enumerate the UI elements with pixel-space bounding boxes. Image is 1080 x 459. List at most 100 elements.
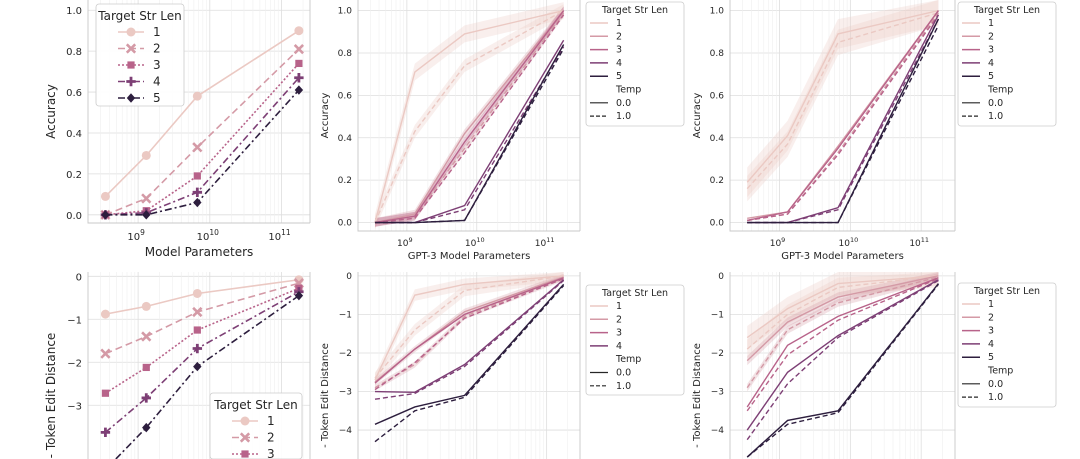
y-tick-label: 1.0 xyxy=(66,6,82,17)
y-tick-label: 1.0 xyxy=(710,7,725,17)
legend-label-3: 3 xyxy=(988,326,994,337)
y-tick-label: 0.8 xyxy=(66,47,82,58)
axes-frame xyxy=(357,0,581,232)
x-axis-label: GPT-3 Model Parameters xyxy=(408,251,531,262)
legend-label-4: 4 xyxy=(153,75,161,89)
data-point-2 xyxy=(141,331,152,342)
axes-frame xyxy=(729,272,956,459)
data-point-5 xyxy=(193,361,202,372)
y-tick-label: 0.0 xyxy=(338,219,353,229)
data-point-3 xyxy=(193,172,201,180)
legend-title: Target Str Len xyxy=(97,9,181,23)
legend-temp-title: Temp xyxy=(615,85,641,96)
legend-title: Target Str Len xyxy=(213,398,297,412)
legend: Target Str Len 1 2 3 4 5 Temp 0.0 1.0 xyxy=(957,282,1057,408)
plot-area xyxy=(100,275,305,459)
y-tick-label: −3 xyxy=(711,388,724,398)
chart-top-right: 0.0 0.2 0.4 0.6 0.8 1.0 109 1010 1011 GPT-3 Model… xyxy=(692,0,1057,262)
series-line-5-temp-0.0 xyxy=(374,283,565,425)
legend-label-2: 2 xyxy=(267,431,275,445)
data-point-4 xyxy=(192,187,203,198)
y-tick-label: 0.4 xyxy=(338,134,353,144)
series-line-3 xyxy=(104,287,300,394)
confidence-band-1 xyxy=(374,4,564,229)
data-point-5 xyxy=(294,85,304,95)
data-point-3 xyxy=(101,389,110,397)
series-line-5-temp-0.0 xyxy=(746,283,939,458)
data-point-5 xyxy=(294,290,304,301)
legend-marker-2 xyxy=(239,432,251,443)
legend-label-4: 4 xyxy=(988,339,994,350)
legend-temp-label: 0.0 xyxy=(616,368,631,379)
legend: Target Str Len 1 2 3 4 5 Temp 0.0 1.0 xyxy=(585,1,685,127)
legend-marker-4 xyxy=(126,76,136,87)
y-tick-label: 0.0 xyxy=(66,211,82,222)
series-line-3 xyxy=(105,62,300,216)
y-tick-label: −3 xyxy=(339,388,352,398)
legend-label-1: 1 xyxy=(988,18,994,29)
legend-temp-label: 0.0 xyxy=(988,98,1003,109)
legend-label-2: 2 xyxy=(616,314,622,325)
legend-label-4: 4 xyxy=(616,58,622,69)
legend-temp-title: Temp xyxy=(615,354,641,365)
plot-area xyxy=(746,0,940,224)
series-line-3-temp-0.0 xyxy=(746,277,939,408)
data-point-5 xyxy=(101,210,110,220)
y-tick-label: −2 xyxy=(67,358,82,369)
series-line-3-temp-0.0 xyxy=(374,277,564,384)
legend-marker-3 xyxy=(127,61,135,69)
plot-area xyxy=(746,272,939,458)
chart-bottom-right: 0 −1 −2 −3 −4 - Token Edit Distance Target Str… xyxy=(692,272,1057,459)
y-tick-label: 1.0 xyxy=(338,7,353,17)
data-point-5 xyxy=(142,422,151,433)
series-line-1-temp-0.0 xyxy=(746,275,939,339)
series-line-5-temp-1.0 xyxy=(374,48,565,224)
x-axis-label: GPT-3 Model Parameters xyxy=(781,251,904,262)
series-line-5-temp-1.0 xyxy=(747,25,940,224)
legend-label-3: 3 xyxy=(616,328,622,339)
legend-temp-label: 0.0 xyxy=(988,379,1003,390)
series-line-3-temp-1.0 xyxy=(747,14,939,222)
legend-label-2: 2 xyxy=(616,31,622,42)
data-point-1 xyxy=(100,191,110,201)
data-point-3 xyxy=(295,59,303,68)
axes-frame xyxy=(87,0,311,224)
x-axis-label: Model Parameters xyxy=(145,245,254,259)
series-line-3-temp-1.0 xyxy=(374,14,565,224)
series-line-2 xyxy=(105,282,300,355)
plot-area xyxy=(374,2,565,231)
legend-temp-label: 1.0 xyxy=(988,111,1003,122)
data-point-2 xyxy=(192,306,203,318)
series-line-1-temp-1.0 xyxy=(374,275,564,379)
legend-temp-label: 1.0 xyxy=(616,381,631,392)
y-tick-label: 0 xyxy=(718,272,724,282)
x-tick-label: 1011 xyxy=(535,236,555,249)
series-line-1-temp-1.0 xyxy=(746,12,939,190)
legend-label-5: 5 xyxy=(988,352,994,363)
series-line-1-temp-0.0 xyxy=(374,9,564,223)
legend-box xyxy=(209,392,303,459)
data-point-1 xyxy=(192,288,202,298)
y-tick-label: −4 xyxy=(339,426,353,436)
y-tick-label: 0.2 xyxy=(710,176,724,186)
legend-label-5: 5 xyxy=(153,91,161,105)
legend-marker-5 xyxy=(126,93,136,103)
data-point-1 xyxy=(141,150,151,160)
series-line-5-temp-1.0 xyxy=(746,283,939,458)
data-point-4 xyxy=(192,343,203,354)
data-point-4 xyxy=(141,393,151,403)
chart-top-middle: 0.0 0.2 0.4 0.6 0.8 1.0 109 1010 1011 GPT-3 Model… xyxy=(320,0,685,262)
y-tick-label: 0.6 xyxy=(66,88,82,99)
chart-bottom-middle: 0 −1 −2 −3 −4 - Token Edit Distance Target Str… xyxy=(320,272,685,459)
legend-label-3: 3 xyxy=(988,45,994,56)
y-axis-label: Accuracy xyxy=(44,84,58,139)
axes-frame xyxy=(87,272,311,459)
data-point-4 xyxy=(294,73,304,83)
series-line-3-temp-0.0 xyxy=(374,10,565,224)
data-point-1 xyxy=(100,309,110,319)
y-tick-label: −1 xyxy=(67,315,82,326)
legend-label-5: 5 xyxy=(988,71,994,82)
x-tick-label: 1010 xyxy=(465,236,485,249)
y-tick-label: 0.4 xyxy=(66,129,82,140)
series-line-1 xyxy=(104,30,300,197)
